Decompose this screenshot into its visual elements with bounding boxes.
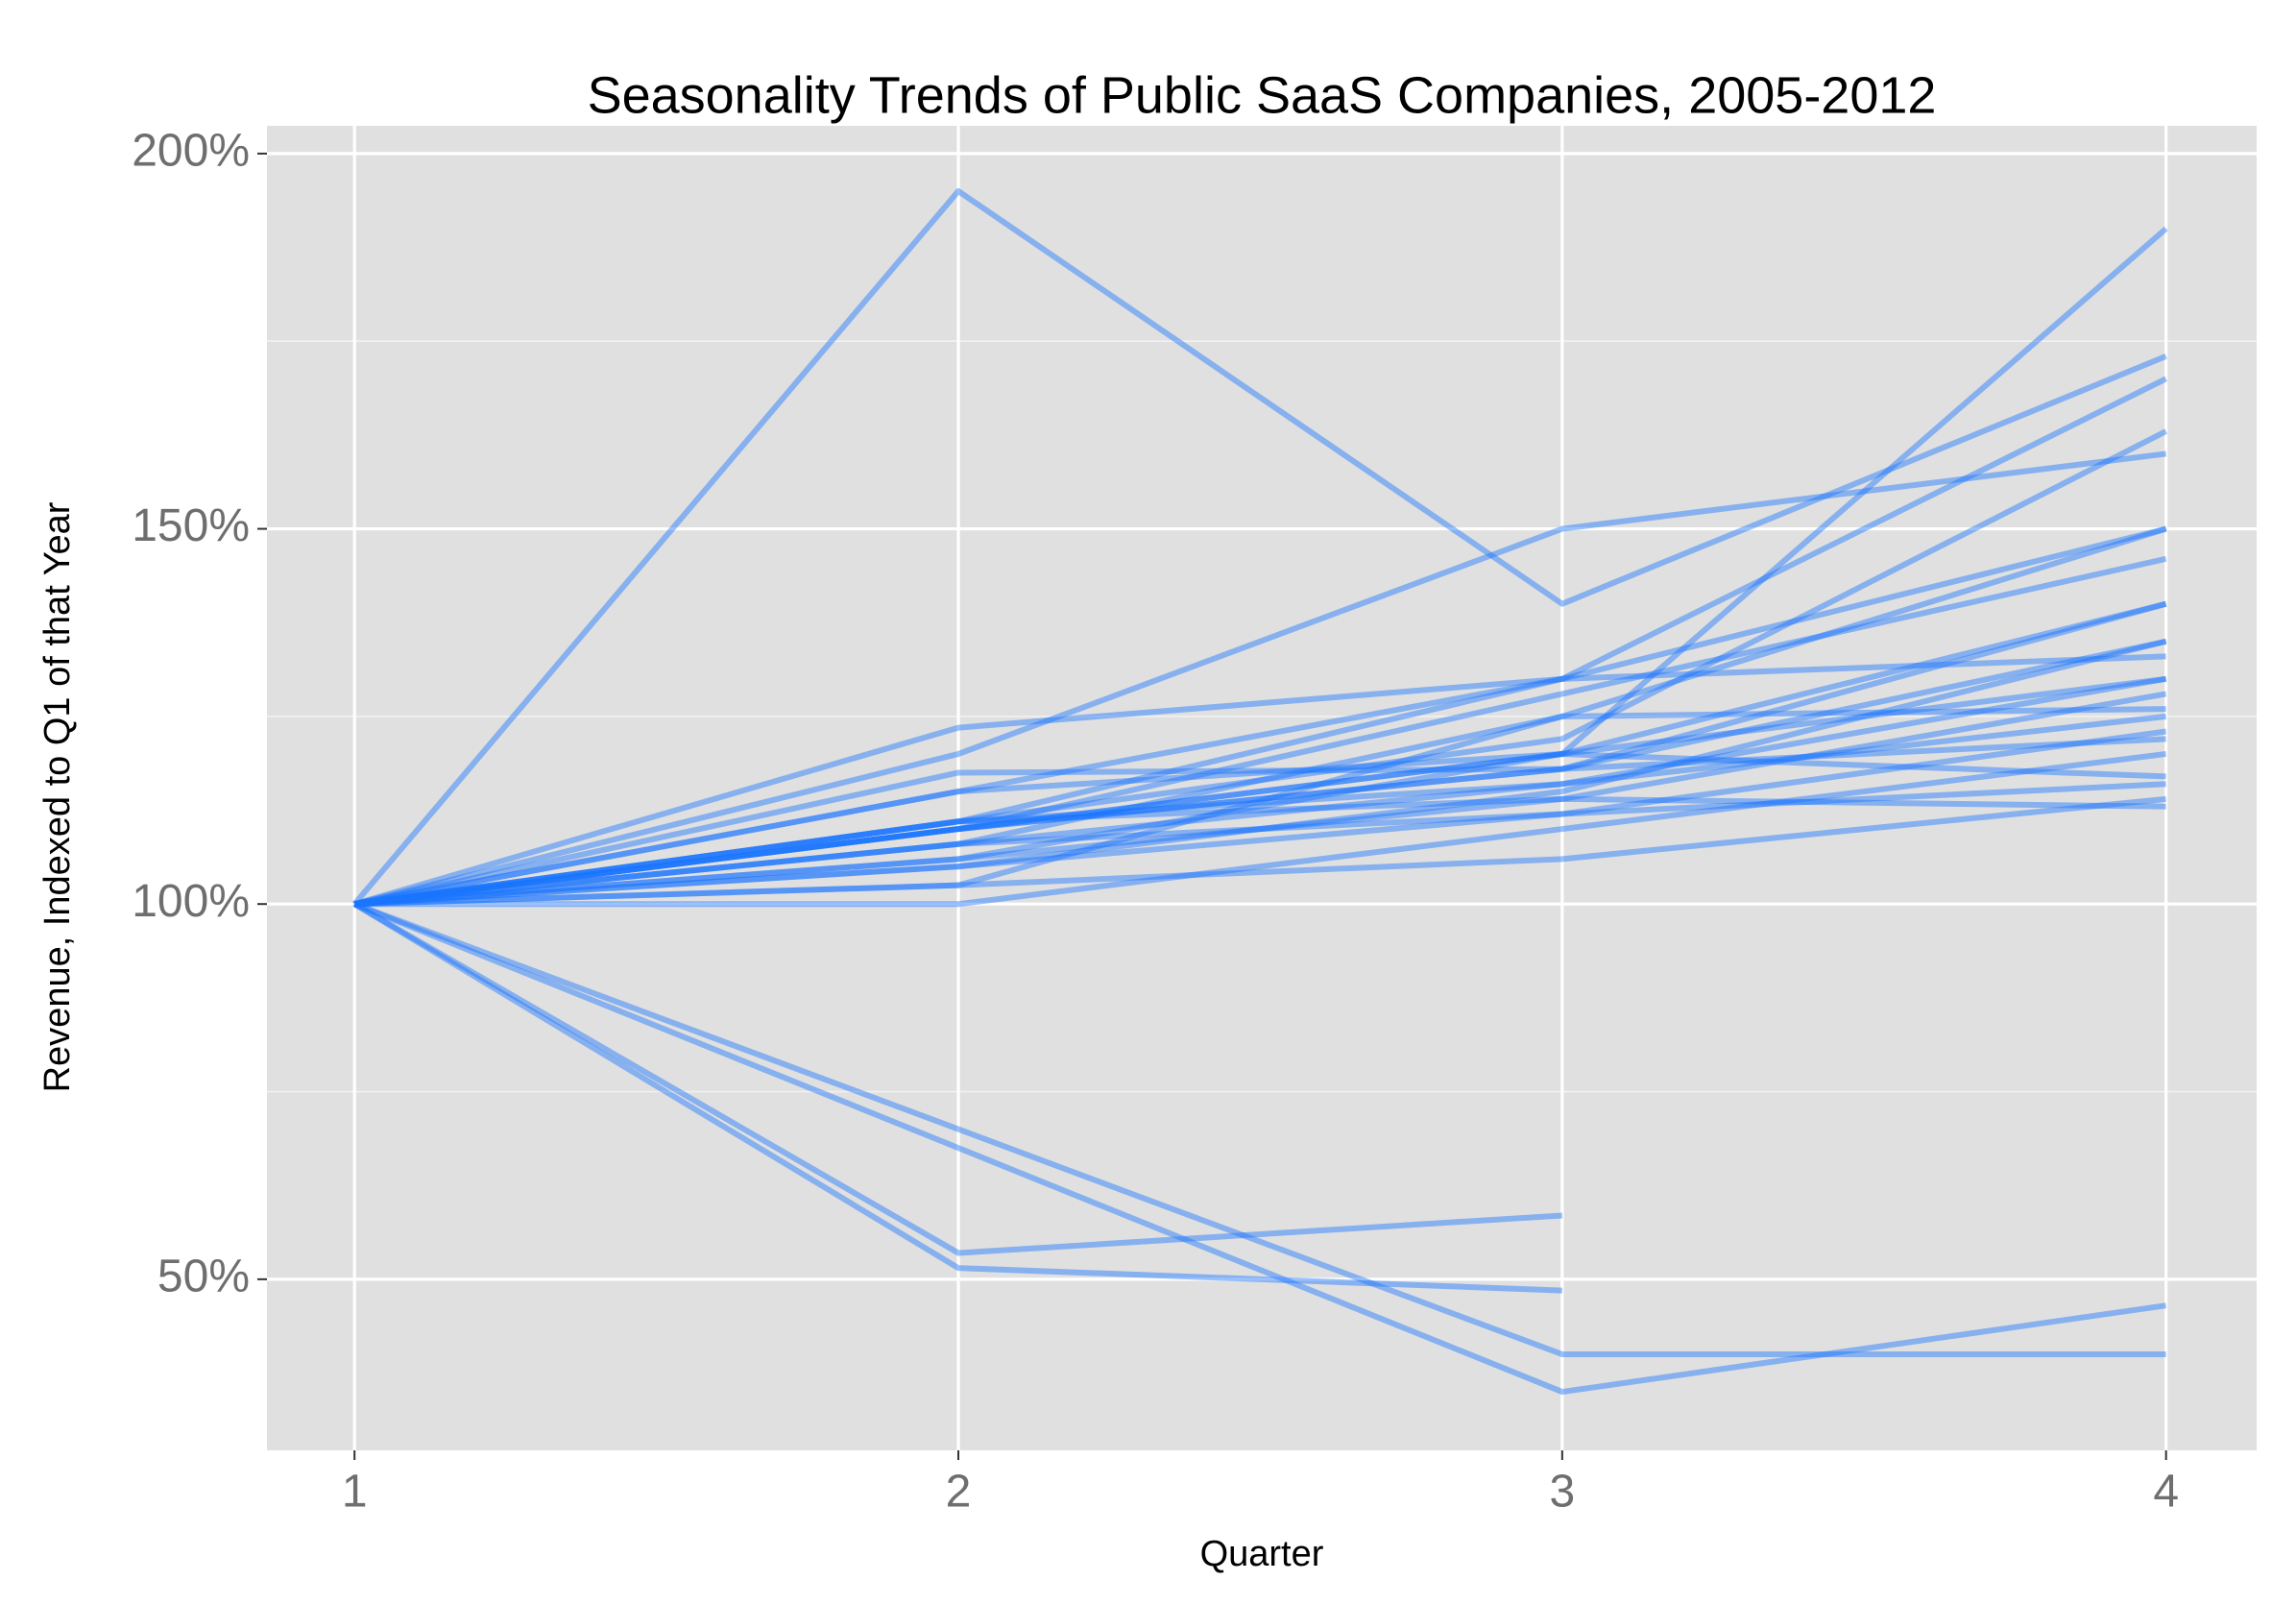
- series-line: [353, 638, 2167, 908]
- series-line: [353, 600, 2167, 908]
- series-line: [353, 675, 2167, 908]
- x-tick-label: 4: [2153, 1467, 2179, 1518]
- series-line: [354, 795, 2166, 908]
- series-line: [353, 600, 2167, 908]
- series-line: [353, 675, 2167, 908]
- series-line: [353, 781, 2166, 908]
- series-line: [353, 653, 2166, 908]
- x-tick-label: 3: [1549, 1467, 1575, 1518]
- series-line: [353, 713, 2167, 908]
- y-tick-label: 100%: [132, 876, 250, 927]
- series-line: [354, 706, 2166, 908]
- series-line: [353, 691, 2167, 908]
- series-line: [353, 450, 2167, 908]
- series-line: [353, 428, 2168, 908]
- series-line: [353, 525, 2167, 908]
- chart-title: Seasonality Trends of Public SaaS Compan…: [588, 66, 1937, 124]
- series-line: [353, 226, 2168, 908]
- series-line: [353, 638, 2167, 908]
- series-line: [353, 901, 2167, 1396]
- x-tick-label: 2: [946, 1467, 972, 1518]
- series-line: [353, 750, 2166, 908]
- series-line: [353, 736, 2166, 908]
- series-line: [351, 187, 2167, 907]
- y-tick-label: 50%: [157, 1252, 250, 1302]
- series-line: [353, 525, 2167, 908]
- series-line: [353, 376, 2168, 908]
- series-line: [353, 728, 2167, 908]
- y-tick-label: 200%: [132, 126, 250, 177]
- plot-panel: [267, 126, 2257, 1450]
- series-line: [354, 750, 2167, 908]
- x-axis-title: Quarter: [1200, 1534, 1324, 1574]
- series-line: [353, 901, 2166, 1357]
- x-tick-label: 1: [342, 1467, 368, 1518]
- y-axis-title: Revenue, Indexed to Q1 of that Year: [37, 501, 78, 1092]
- series-line: [352, 901, 1563, 1256]
- series-line: [353, 795, 2166, 908]
- series-line: [352, 901, 1562, 1294]
- series-line: [353, 555, 2167, 908]
- y-tick-label: 150%: [132, 500, 250, 551]
